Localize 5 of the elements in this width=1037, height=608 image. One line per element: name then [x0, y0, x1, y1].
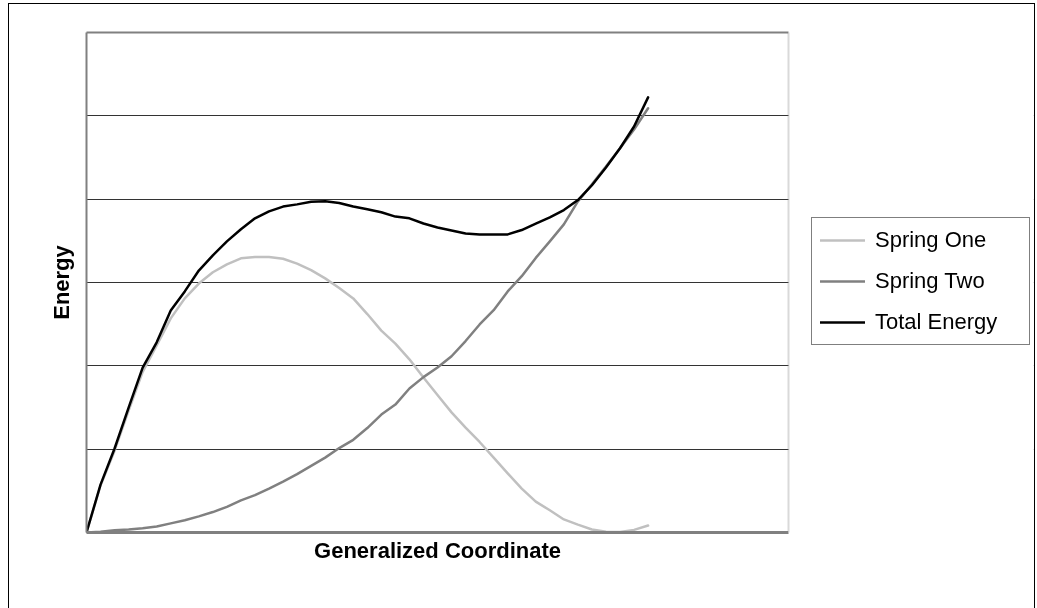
x-axis-title: Generalized Coordinate: [314, 537, 562, 563]
legend-label: Total Energy: [875, 308, 999, 336]
y-axis-title: Energy: [48, 244, 74, 320]
legend-label: Spring One: [875, 226, 988, 254]
legend-label: Spring Two: [875, 267, 986, 295]
